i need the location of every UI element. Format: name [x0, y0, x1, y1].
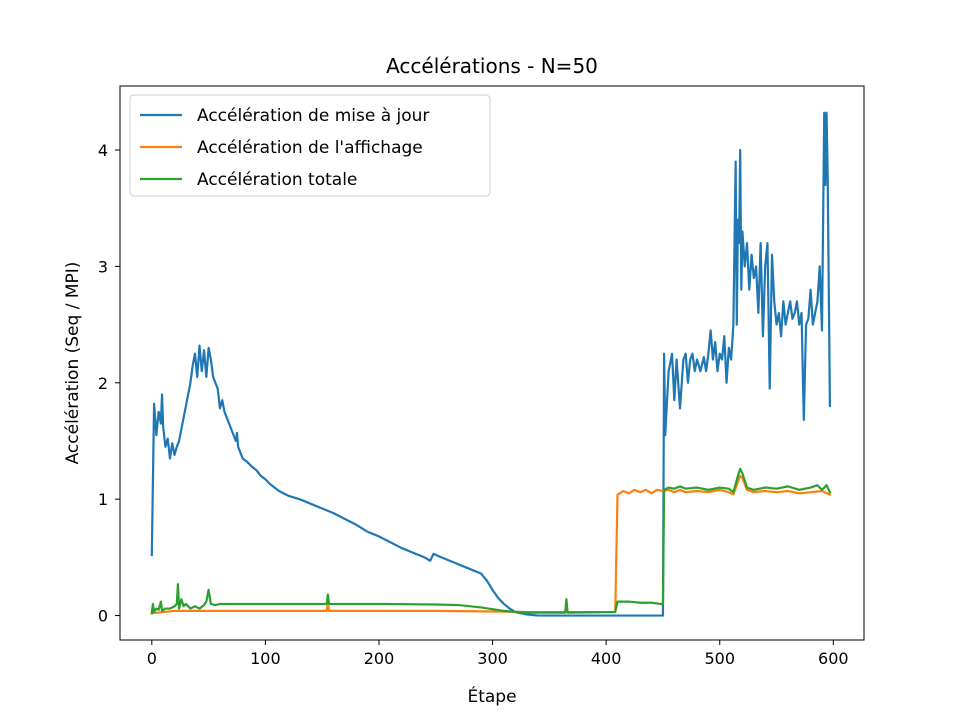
x-tick-label: 0: [147, 649, 157, 668]
series-line-1: [150, 111, 832, 617]
x-axis: 0 100 200 300 400 500 600: [147, 640, 849, 668]
chart-title: Accélérations - N=50: [386, 54, 598, 78]
x-tick-label: 500: [704, 649, 735, 668]
series-line-3: [150, 467, 832, 615]
x-tick-label: 400: [591, 649, 622, 668]
plot-frame: [119, 85, 865, 641]
legend: Accélération de mise à jour Accélération …: [129, 94, 491, 197]
y-tick-label: 2: [98, 374, 108, 393]
y-axis: 0 1 2 3 4: [98, 141, 120, 626]
y-axis-label: Accélération (Seq / MPI): [63, 262, 83, 465]
series-line-2: [150, 474, 832, 615]
x-tick-label: 300: [477, 649, 508, 668]
y-tick-label: 4: [98, 141, 108, 160]
y-tick-label: 0: [98, 607, 108, 626]
x-tick-label: 600: [818, 649, 849, 668]
legend-label-3: Accélération totale: [197, 170, 357, 190]
legend-items: Accélération de mise à jour Accélération …: [140, 106, 429, 190]
x-axis-label: Étape: [467, 685, 516, 707]
legend-label-1: Accélération de mise à jour: [197, 106, 429, 126]
y-tick-label: 1: [98, 490, 108, 509]
x-tick-label: 100: [250, 649, 281, 668]
legend-label-2: Accélération de l'affichage: [197, 138, 423, 158]
x-tick-label: 200: [364, 649, 395, 668]
y-tick-label: 3: [98, 257, 108, 276]
plot-series: [150, 111, 832, 617]
legend-box: [129, 94, 491, 197]
